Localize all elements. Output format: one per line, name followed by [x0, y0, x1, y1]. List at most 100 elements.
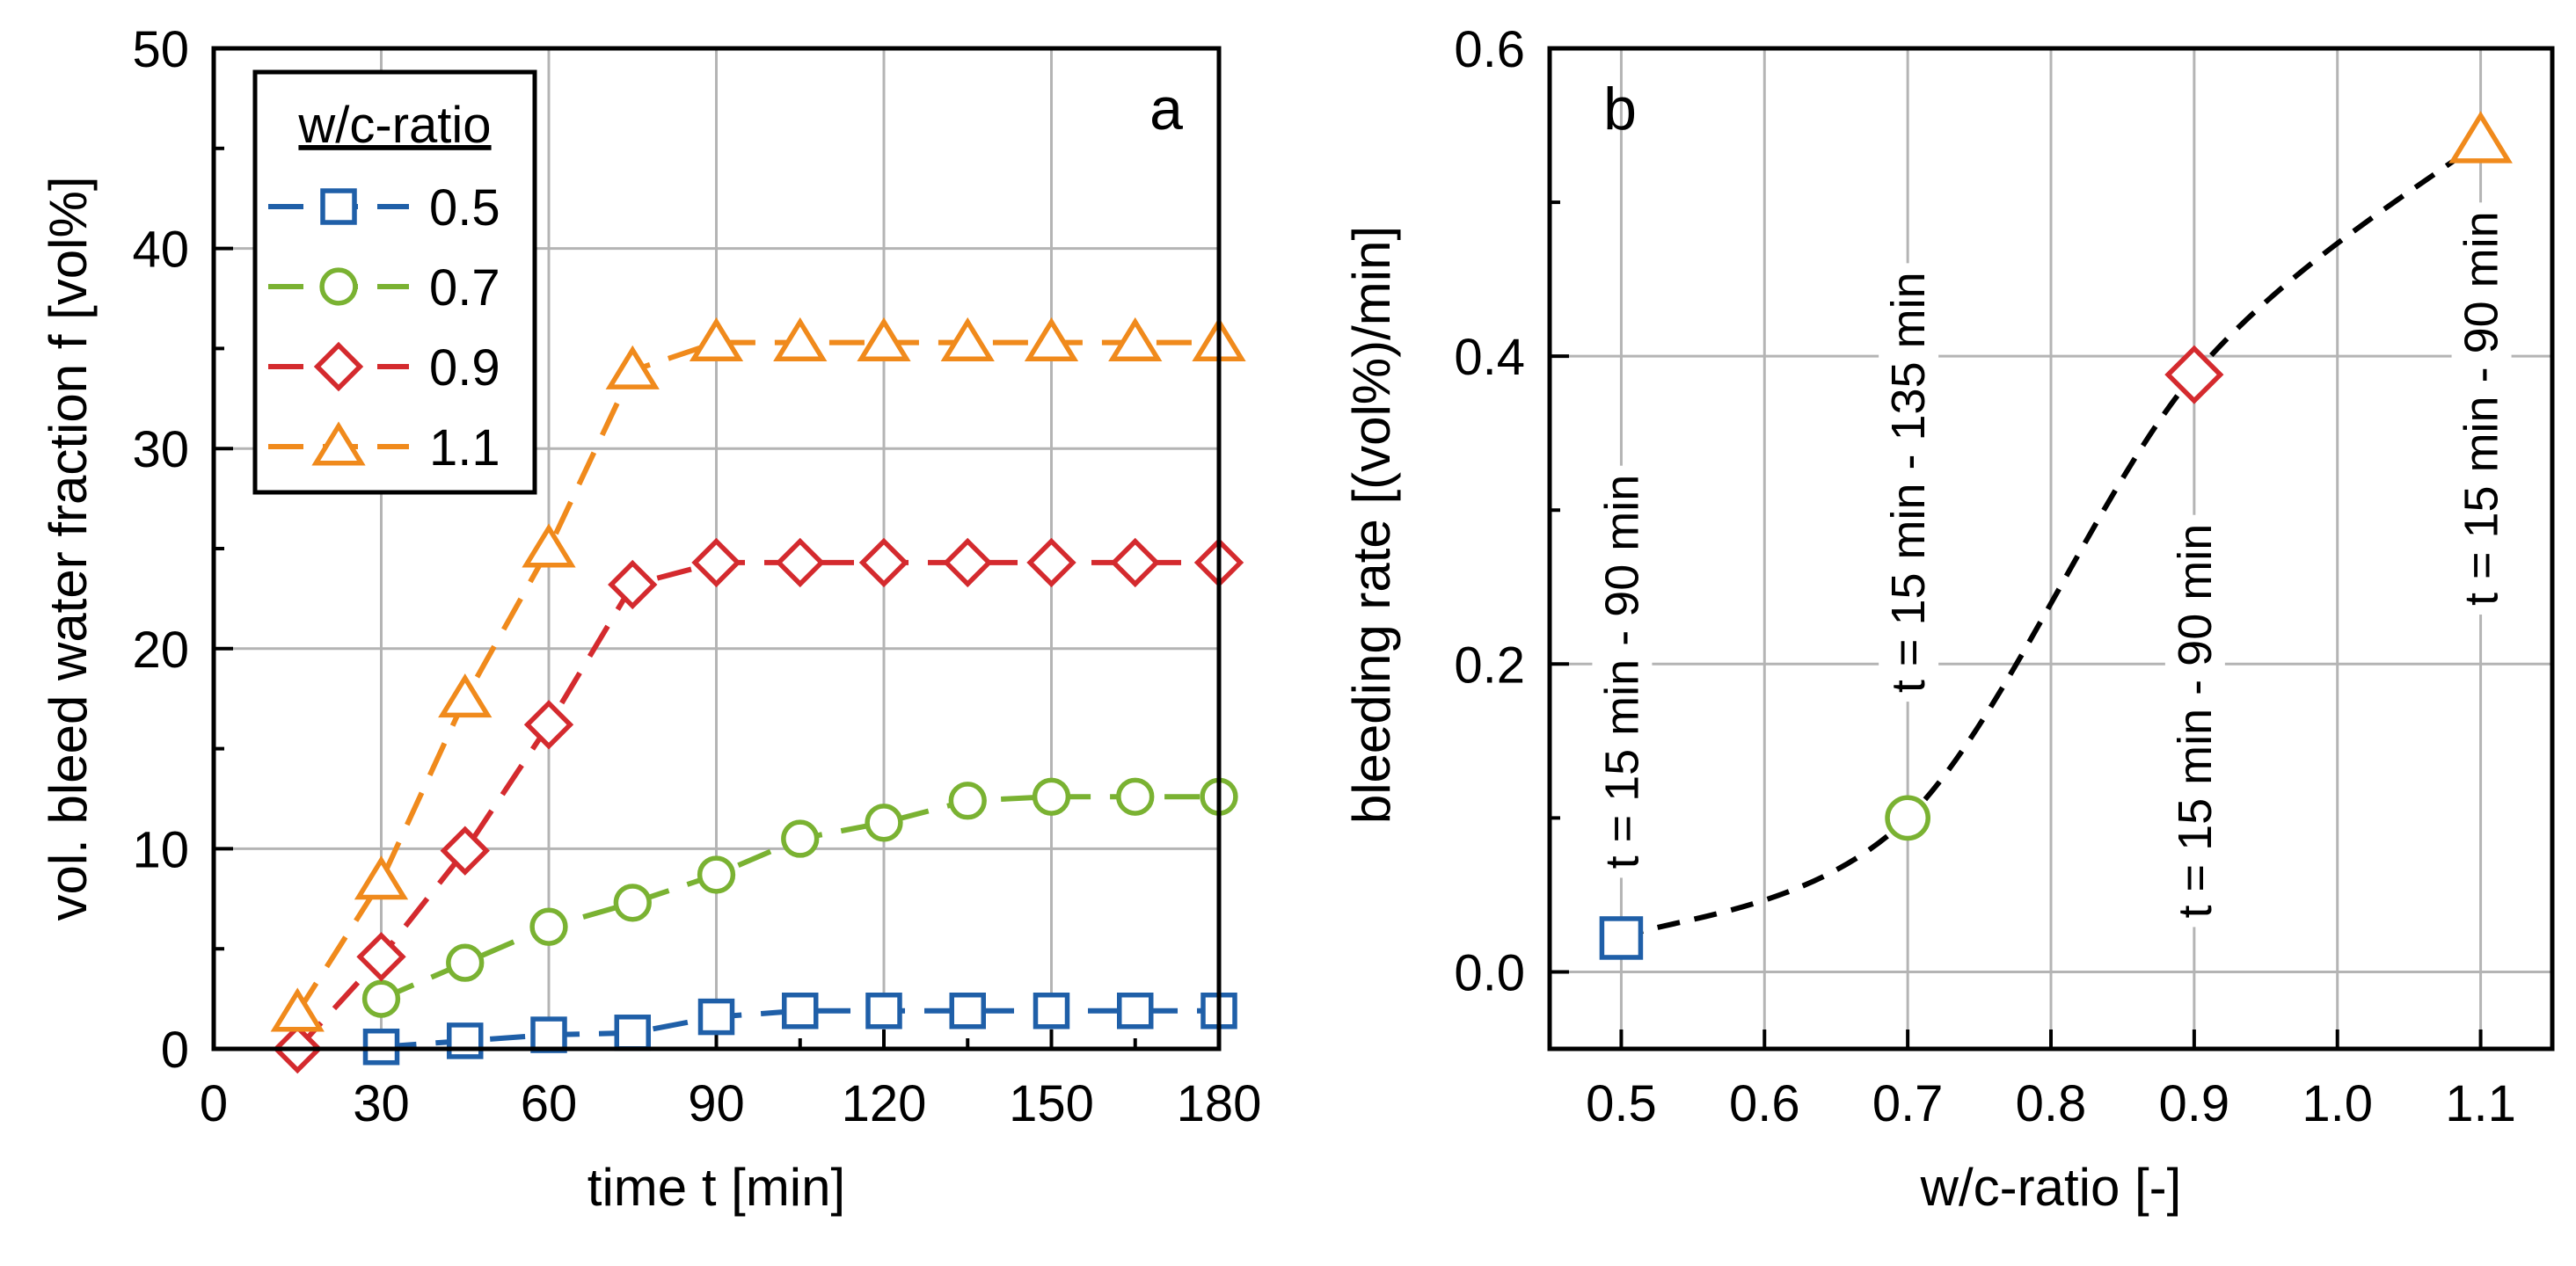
b-annotations: t = 15 min - 90 min t = 15 min - 135 min t…	[1592, 202, 2512, 928]
b-tick-labels: 0.5 0.6 0.7 0.8 0.9 1.0 1.1 0.0 0.2 0.4 0.6	[1454, 21, 2516, 1132]
data-point-wc-0.5	[782, 993, 819, 1030]
data-point-wc-0.5	[530, 1016, 567, 1053]
b-point-annotation: t = 15 min - 135 min	[1882, 272, 1935, 693]
b-point-annotation: t = 15 min - 90 min	[1595, 475, 1648, 869]
data-point-wc-0.9	[943, 537, 993, 588]
a-x-tick-label: 30	[353, 1075, 410, 1132]
data-point-wc-1.1	[1024, 316, 1079, 362]
data-point-wc-0.9	[440, 826, 490, 876]
b-x-tick-label: 0.5	[1586, 1075, 1657, 1132]
data-point-wc-0.9	[691, 537, 741, 588]
b-annotation-group: t = 15 min - 90 min	[1592, 465, 1653, 878]
b-trend-line	[1620, 138, 2483, 941]
b-annotation-background	[1879, 263, 1939, 702]
legend-label: 0.7	[429, 259, 500, 316]
b-point-annotation: t = 15 min - 90 min	[2169, 524, 2222, 919]
a-x-tick-label: 150	[1009, 1075, 1094, 1132]
b-annotation-group: t = 15 min - 135 min	[1879, 263, 1939, 702]
data-point-wc-1.1	[773, 316, 828, 362]
b-x-tick-label: 0.8	[2016, 1075, 2087, 1132]
a-x-axis-label: time t [min]	[587, 1158, 845, 1217]
data-point-wc-0.7	[865, 804, 903, 842]
b-y-tick-label: 0.2	[1454, 637, 1525, 694]
data-point-wc-0.9	[608, 559, 658, 610]
data-point-wc-0.5	[865, 993, 902, 1030]
data-point-wc-0.5	[447, 1022, 484, 1059]
b-data-point-wc-0.5	[1599, 916, 1644, 960]
data-point-wc-0.5	[949, 993, 986, 1030]
a-x-tick-label: 60	[521, 1075, 578, 1132]
legend-box	[252, 69, 537, 495]
b-x-axis-label: w/c-ratio [-]	[1920, 1158, 2182, 1217]
b-ticks	[1550, 47, 2483, 1049]
legend-label: 1.1	[429, 419, 500, 477]
data-point-wc-0.7	[361, 979, 401, 1018]
a-x-tick-label: 0	[200, 1075, 228, 1132]
data-point-wc-1.1	[940, 316, 995, 362]
legend-items: 0.5 0.7 0.9 1.1	[268, 179, 500, 477]
b-plot-frame	[1547, 46, 2555, 1051]
legend-title: w/c-ratio	[297, 97, 491, 154]
a-x-tick-label: 120	[842, 1075, 927, 1132]
a-y-tick-label: 20	[132, 622, 189, 679]
b-data-point-wc-0.7	[1885, 795, 1930, 841]
a-y-tick-label: 0	[161, 1022, 189, 1079]
data-point-wc-0.9	[523, 700, 574, 750]
b-annotation-background	[2164, 514, 2225, 928]
data-point-wc-0.9	[1110, 537, 1160, 588]
data-point-wc-0.5	[1117, 993, 1154, 1030]
legend: w/c-ratio 0.5 0.7 0.9 1.1	[252, 69, 537, 495]
data-point-wc-1.1	[438, 673, 493, 718]
data-point-wc-1.1	[857, 316, 911, 362]
data-point-wc-0.7	[613, 884, 652, 922]
data-point-wc-0.7	[446, 943, 485, 982]
data-point-wc-0.7	[529, 907, 568, 946]
a-tick-labels: 0 30 60 90 120 150 180 0 10 20 30 40 50	[132, 21, 1261, 1132]
data-point-wc-1.1	[522, 523, 576, 568]
data-point-wc-0.5	[614, 1015, 651, 1051]
data-point-wc-1.1	[354, 855, 409, 900]
a-plot-frame	[211, 46, 1222, 1051]
data-point-wc-0.7	[697, 855, 736, 894]
series-line-wc-0.5	[381, 1008, 1219, 1050]
b-panel-label: b	[1603, 76, 1637, 142]
data-point-wc-0.5	[1033, 993, 1070, 1030]
a-panel-label: a	[1149, 76, 1183, 142]
b-annotation-background	[2451, 202, 2512, 615]
data-point-wc-0.9	[775, 537, 825, 588]
a-x-tick-label: 90	[688, 1075, 745, 1132]
b-point-annotation: t = 15 min - 90 min	[2456, 211, 2508, 606]
b-x-tick-label: 1.1	[2445, 1075, 2516, 1132]
data-point-wc-1.1	[1108, 316, 1163, 362]
b-data-point-wc-1.1	[2448, 111, 2513, 164]
chart-panel-a: 0 30 60 90 120 150 180 0 10 20 30 40 50 a time t [mi…	[39, 21, 1261, 1217]
data-point-wc-0.9	[356, 932, 406, 982]
legend-label: 0.9	[429, 339, 500, 397]
legend-marker-wc-1.1	[311, 421, 366, 466]
data-point-wc-1.1	[689, 316, 744, 362]
b-x-tick-label: 0.6	[1729, 1075, 1800, 1132]
a-y-tick-label: 10	[132, 821, 189, 878]
b-y-tick-label: 0.4	[1454, 329, 1525, 386]
data-point-wc-0.7	[781, 819, 820, 858]
b-x-tick-label: 0.9	[2159, 1075, 2230, 1132]
b-y-tick-label: 0.6	[1454, 21, 1525, 78]
b-y-tick-label: 0.0	[1454, 944, 1525, 1001]
data-point-wc-1.1	[270, 987, 325, 1032]
b-annotation-background	[1592, 465, 1653, 878]
b-x-tick-label: 0.7	[1872, 1075, 1944, 1132]
b-annotation-group: t = 15 min - 90 min	[2164, 514, 2225, 928]
data-point-wc-0.7	[1032, 777, 1071, 816]
b-data-point-wc-0.9	[2164, 345, 2224, 404]
a-y-axis-label: vol. bleed water fraction f [vol%]	[39, 176, 98, 920]
b-points	[1599, 111, 2513, 960]
a-y-tick-label: 30	[132, 421, 189, 478]
legend-marker-wc-0.7	[319, 267, 358, 306]
legend-label: 0.5	[429, 179, 500, 236]
data-point-wc-1.1	[605, 345, 660, 389]
data-point-wc-0.9	[858, 537, 909, 588]
legend-marker-wc-0.9	[313, 341, 364, 392]
chart-panel-b: 0.5 0.6 0.7 0.8 0.9 1.0 1.1 0.0 0.2 0.4 0.6 t = 15…	[1342, 21, 2555, 1217]
data-point-wc-0.7	[948, 782, 987, 820]
